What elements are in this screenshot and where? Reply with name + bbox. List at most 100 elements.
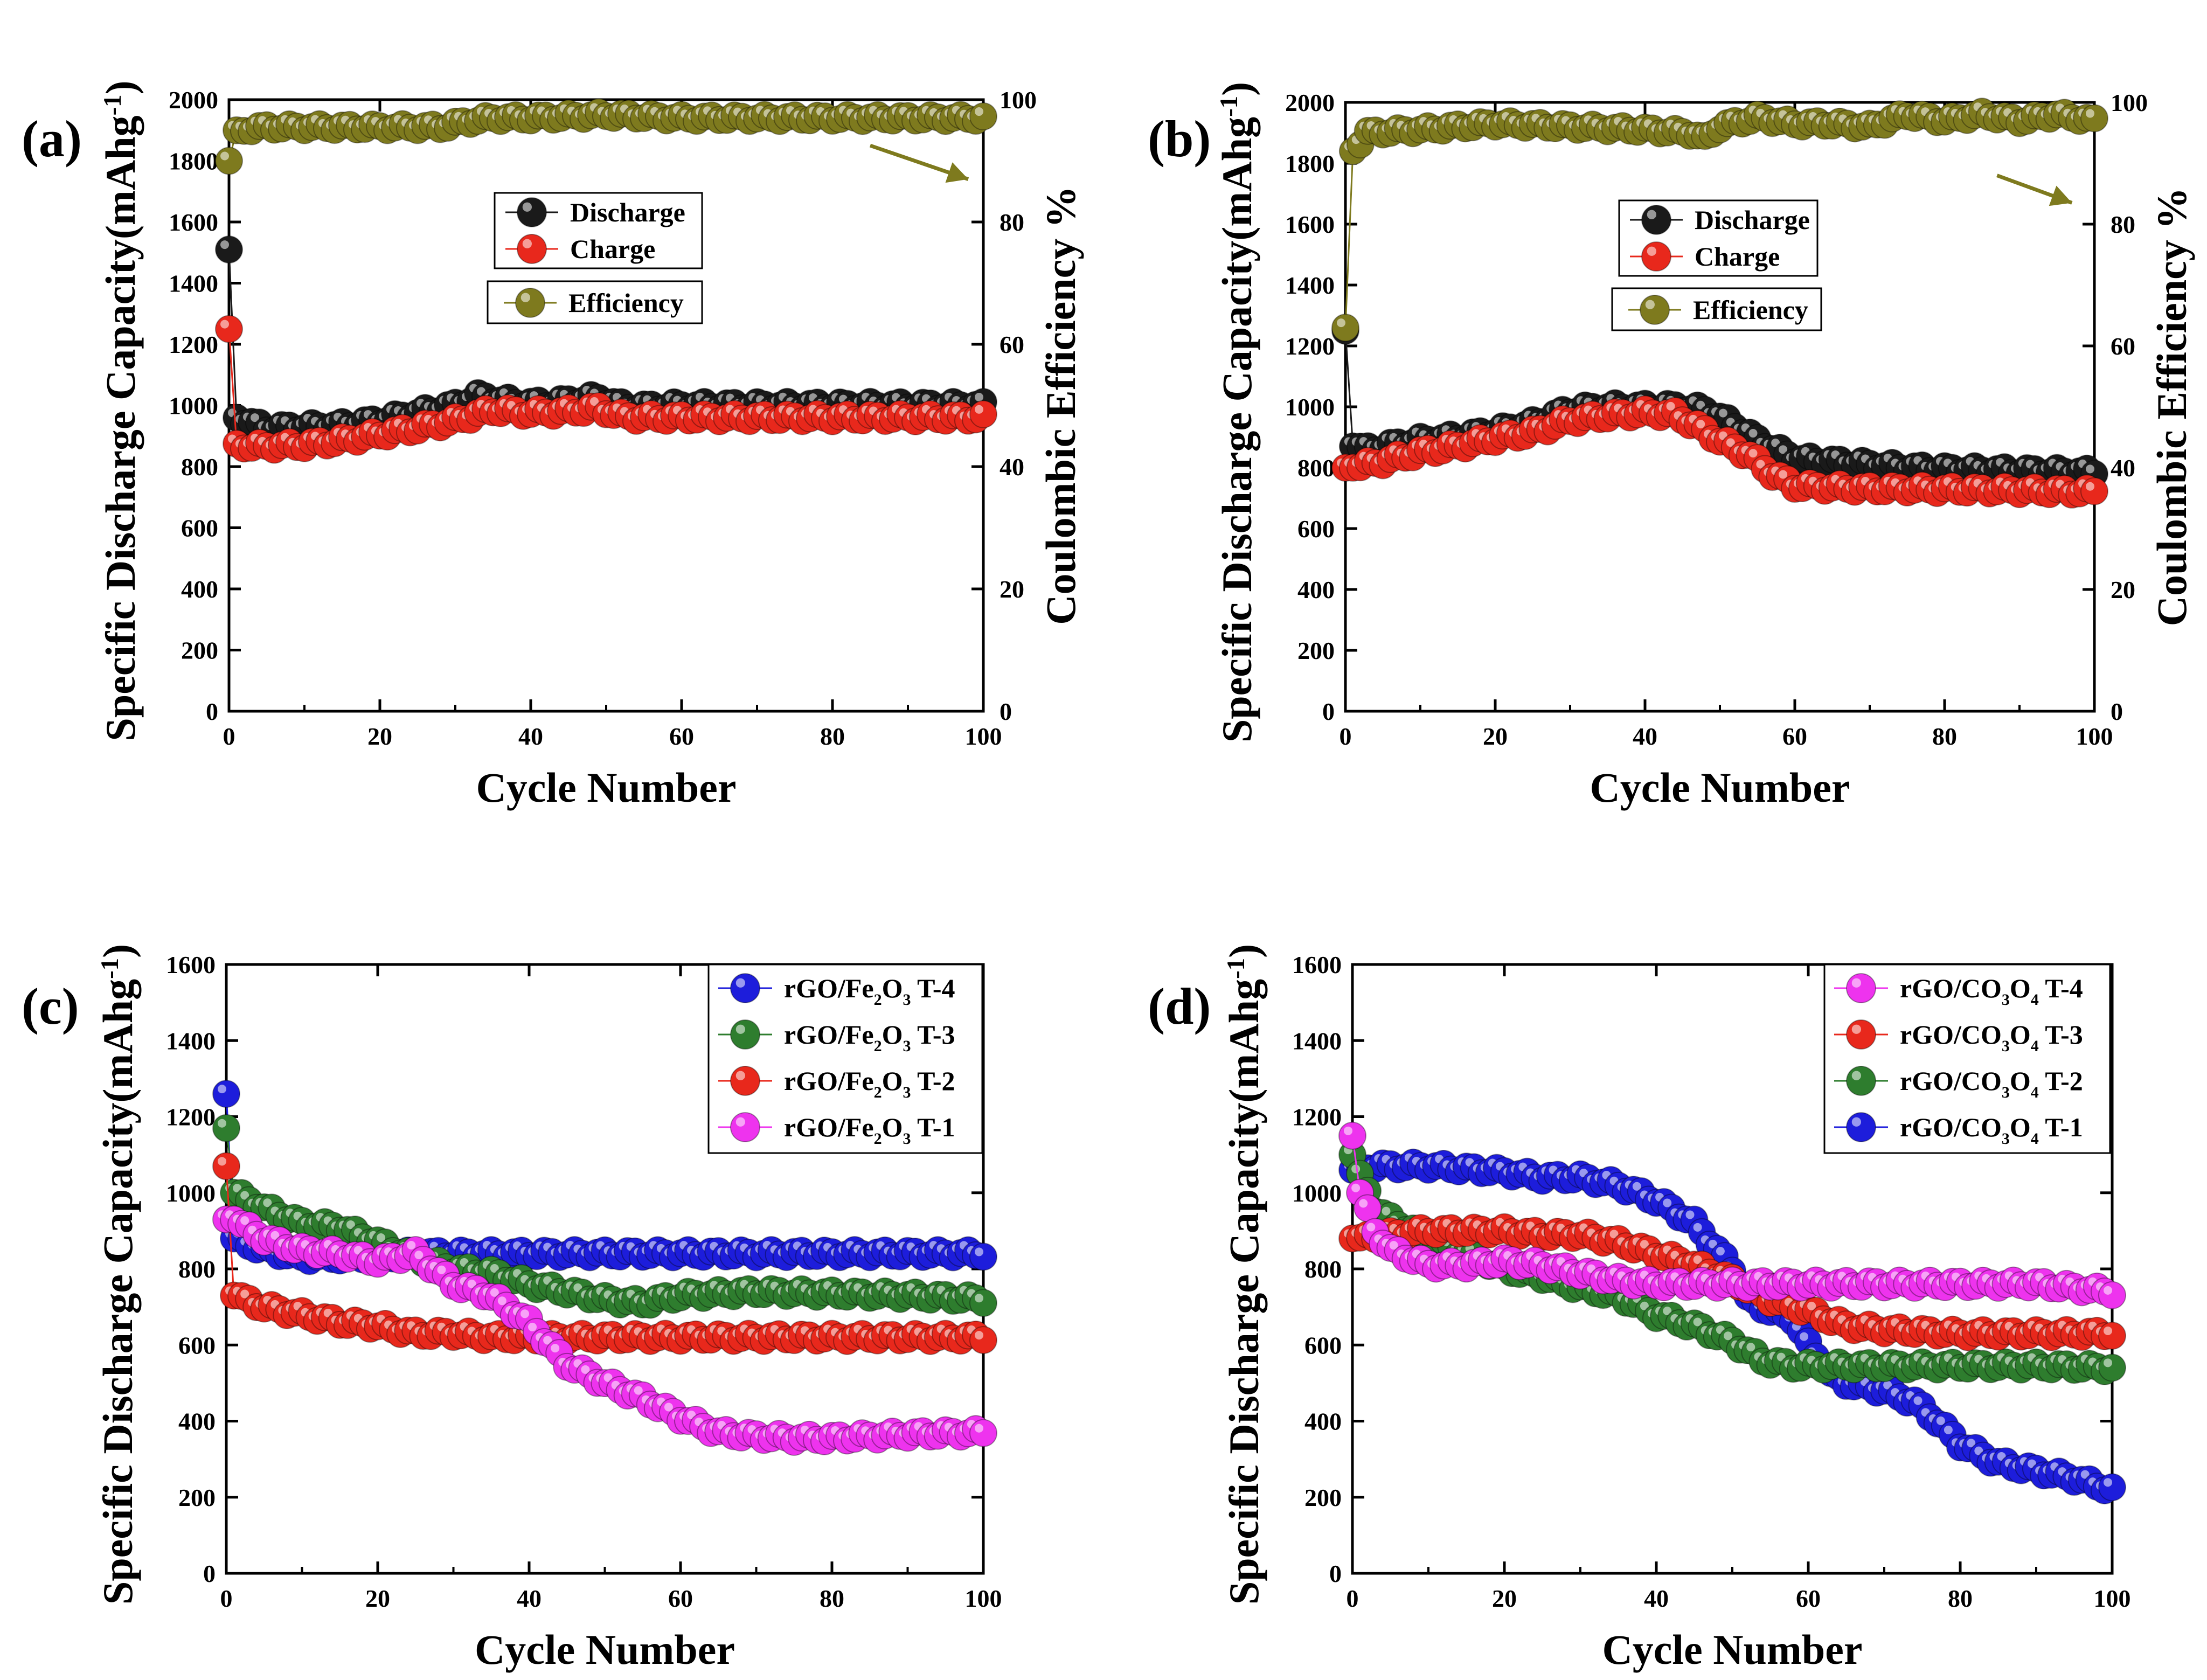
y2-tick-label: 40: [2111, 454, 2135, 482]
data-point: [969, 1289, 997, 1317]
data-point: [2098, 1322, 2126, 1350]
legend-label: rGO/Fe2O3 T-1: [784, 1112, 955, 1148]
series-rgo-fe2o3-t-1: [212, 1205, 997, 1456]
data-point: [969, 1242, 997, 1271]
x-tick-label: 100: [2094, 1585, 2131, 1612]
panel-b: 0 20 40 60 80 1000200400600800100012001400160…: [1148, 82, 2195, 811]
y-tick-label: 0: [1322, 698, 1335, 725]
legend-label: rGO/CO3O4 T-1: [1900, 1112, 2083, 1148]
data-point: [2080, 104, 2108, 133]
y-tick-label: 600: [178, 1331, 216, 1359]
y2-axis-title: Coulombic Efficiency %: [1037, 186, 1084, 625]
y2-tick-label: 20: [2111, 576, 2135, 603]
legend-item: rGO/CO3O4 T-2: [1834, 1066, 2083, 1101]
x-tick-label: 100: [2076, 723, 2113, 750]
y2-axis-title: Coulombic Efficiency %: [2148, 188, 2195, 627]
x-tick-label: 60: [1796, 1585, 1821, 1612]
x-tick-label: 40: [518, 723, 543, 750]
x-tick-label: 80: [1948, 1585, 1973, 1612]
legend-label: rGO/CO3O4 T-2: [1900, 1066, 2083, 1101]
legend-marker: [517, 197, 547, 227]
y-axis-title: Specific Discharge Capacity(mAhg-1): [1213, 82, 1260, 742]
series-charge: [1331, 395, 2108, 509]
legend: Discharge Charge Efficiency: [1611, 199, 1822, 331]
y-tick-label: 200: [178, 1484, 216, 1511]
legend-marker: [1846, 973, 1876, 1003]
y-tick-label: 0: [1329, 1560, 1342, 1587]
legend-item: rGO/CO3O4 T-4: [1834, 973, 2083, 1009]
y-tick-label: 800: [178, 1255, 216, 1283]
legend-marker: [515, 288, 545, 318]
panel-label: (a): [22, 110, 82, 168]
legend-item: Discharge: [505, 197, 685, 227]
y-axis-title: Specific Discharge Capacity(mAhg-1): [94, 944, 141, 1605]
y-tick-label: 200: [1304, 1484, 1342, 1511]
y-axis-title: Specific Discharge Capacity(mAhg-1): [1220, 944, 1267, 1605]
y-tick-label: 400: [178, 1408, 216, 1435]
y-tick-label: 1200: [1292, 1103, 1342, 1131]
legend-marker: [1846, 1112, 1876, 1142]
legend-label: Discharge: [1695, 205, 1810, 235]
data-point: [2098, 1353, 2126, 1382]
legend-label: rGO/CO3O4 T-4: [1900, 973, 2083, 1009]
legend-label: rGO/CO3O4 T-3: [1900, 1019, 2083, 1055]
panel-d: 0 20 40 60 80 1000200400600800100012001400160…: [1148, 944, 2131, 1673]
x-tick-label: 20: [1492, 1585, 1517, 1612]
x-tick-label: 80: [820, 723, 845, 750]
y2-tick-label: 80: [2111, 211, 2135, 238]
x-tick-label: 100: [965, 1585, 1002, 1612]
efficiency-axis-arrow: [869, 143, 969, 183]
y2-tick-label: 0: [2111, 698, 2123, 725]
panel-a: 0 20 40 60 80 1000200400600800100012001400160…: [22, 80, 1084, 811]
x-tick-label: 0: [220, 1585, 233, 1612]
legend-marker: [1846, 1019, 1876, 1050]
y-tick-label: 1800: [169, 148, 218, 175]
y-tick-label: 400: [181, 575, 218, 603]
data-point: [969, 102, 997, 131]
panel-c: 0 20 40 60 80 1000200400600800100012001400160…: [22, 944, 1002, 1673]
y-tick-label: 600: [181, 515, 218, 542]
x-tick-label: 20: [367, 723, 392, 750]
series-efficiency: [1331, 98, 2108, 342]
data-point: [969, 400, 997, 428]
y2-tick-label: 100: [1000, 86, 1037, 114]
legend-label: Discharge: [570, 197, 685, 227]
y-tick-label: 2000: [169, 86, 218, 114]
y2-tick-label: 60: [2111, 332, 2135, 360]
y2-tick-label: 20: [1000, 575, 1024, 603]
y-tick-label: 2000: [1285, 89, 1335, 116]
legend-label: rGO/Fe2O3 T-2: [784, 1066, 955, 1101]
legend-item: rGO/Fe2O3 T-3: [718, 1019, 955, 1055]
x-tick-label: 20: [365, 1585, 390, 1612]
legend-marker: [730, 973, 760, 1003]
y-tick-label: 800: [1297, 454, 1335, 482]
y-tick-label: 600: [1297, 515, 1335, 543]
x-tick-label: 0: [223, 723, 235, 750]
y2-tick-label: 40: [1000, 453, 1024, 481]
y-tick-label: 1200: [166, 1103, 216, 1131]
legend-item: Efficiency: [504, 288, 684, 318]
data-point: [2080, 477, 2108, 505]
y2-tick-label: 60: [1000, 331, 1024, 358]
legend-item: Charge: [1630, 241, 1780, 272]
legend: rGO/CO3O4 T-4 rGO/CO3O4 T-3 rGO/CO3O4 T-2 r…: [1823, 963, 2111, 1154]
legend-label: Charge: [570, 234, 655, 264]
x-tick-label: 80: [820, 1585, 844, 1612]
x-tick-label: 60: [1782, 723, 1807, 750]
x-tick-label: 80: [1932, 723, 1957, 750]
panel-label: (b): [1148, 110, 1211, 168]
data-point: [212, 1114, 240, 1142]
panel-label: (c): [22, 977, 79, 1035]
data-point: [212, 1080, 240, 1108]
y-tick-label: 1600: [169, 209, 218, 236]
y-tick-label: 1600: [166, 951, 216, 978]
legend-marker: [1641, 205, 1671, 235]
legend-item: rGO/CO3O4 T-3: [1834, 1019, 2083, 1055]
x-axis-title: Cycle Number: [1590, 764, 1850, 811]
x-tick-label: 40: [1633, 723, 1657, 750]
legend-marker: [730, 1019, 760, 1050]
legend-marker: [730, 1066, 760, 1096]
legend-item: rGO/Fe2O3 T-4: [718, 973, 955, 1009]
x-tick-label: 100: [965, 723, 1002, 750]
